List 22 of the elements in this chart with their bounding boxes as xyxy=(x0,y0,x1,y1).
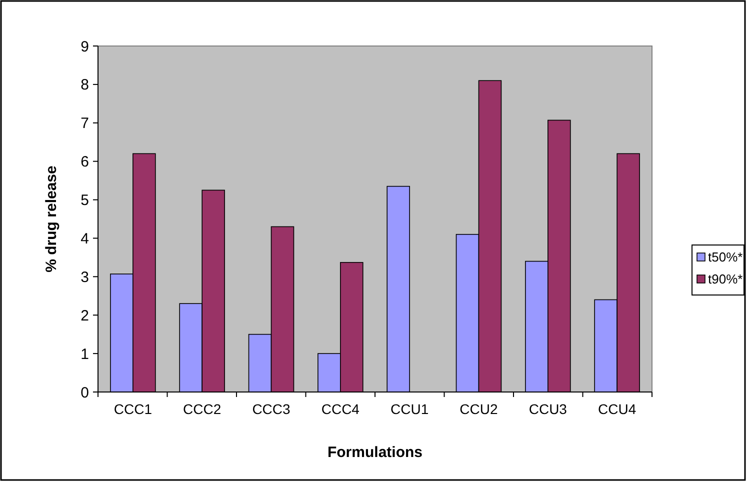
y-tick-label: 1 xyxy=(80,346,89,363)
x-tick-label: CCC1 xyxy=(114,401,152,417)
y-tick-label: 9 xyxy=(80,38,89,56)
x-tick-label: CCC3 xyxy=(252,401,291,417)
y-tick-label: 3 xyxy=(80,268,89,286)
y-axis-title: % drug release xyxy=(43,166,60,272)
y-tick-label: 0 xyxy=(80,384,89,402)
y-tick-label: 5 xyxy=(80,192,89,210)
x-tick-label: CCU3 xyxy=(528,401,568,417)
x-tick-label: CCC4 xyxy=(321,401,360,417)
y-tick-label: 4 xyxy=(80,230,89,248)
y-tick-label: 8 xyxy=(80,76,89,94)
y-tick-label: 7 xyxy=(80,115,89,132)
x-tick-label: CCU4 xyxy=(598,401,636,417)
x-tick-label: CCC2 xyxy=(183,401,222,417)
x-tick-label: CCU2 xyxy=(460,401,498,417)
x-tick-label: CCU1 xyxy=(390,401,429,417)
legend-label: t50%* xyxy=(708,250,743,265)
y-tick-label: 6 xyxy=(80,154,89,171)
y-tick-label: 2 xyxy=(80,307,89,324)
x-axis-title: Formulations xyxy=(327,444,423,461)
legend-label: t90%* xyxy=(708,272,743,287)
